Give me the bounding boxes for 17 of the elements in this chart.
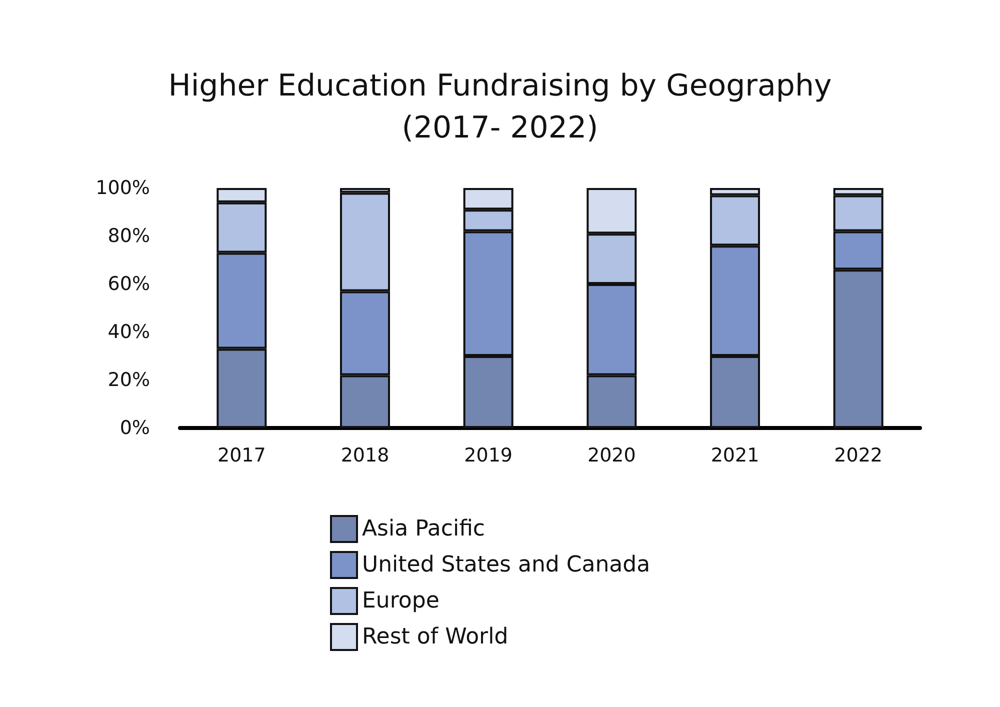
legend-label: Rest of World [362,624,508,650]
x-tick-label: 2018 [340,444,390,466]
legend-label: United States and Canada [362,552,650,578]
y-tick-label: 0% [120,417,150,439]
y-tick-label: 60% [108,273,150,295]
x-tick-label: 2022 [834,444,883,466]
legend-label: Europe [362,588,440,614]
x-tick-label: 2017 [217,444,266,466]
x-tick-label: 2020 [587,444,636,466]
y-tick-label: 20% [108,369,150,391]
x-tick-label: 2019 [464,444,513,466]
legend-label: Asia Pacific [362,516,486,542]
chart-title: Higher Education Fundraising by Geography (2017- 2022) [168,68,832,146]
y-tick-label: 80% [108,225,150,247]
y-tick-label: 100% [96,177,150,199]
y-tick-label: 40% [108,321,150,343]
x-tick-label: 2021 [710,444,760,466]
